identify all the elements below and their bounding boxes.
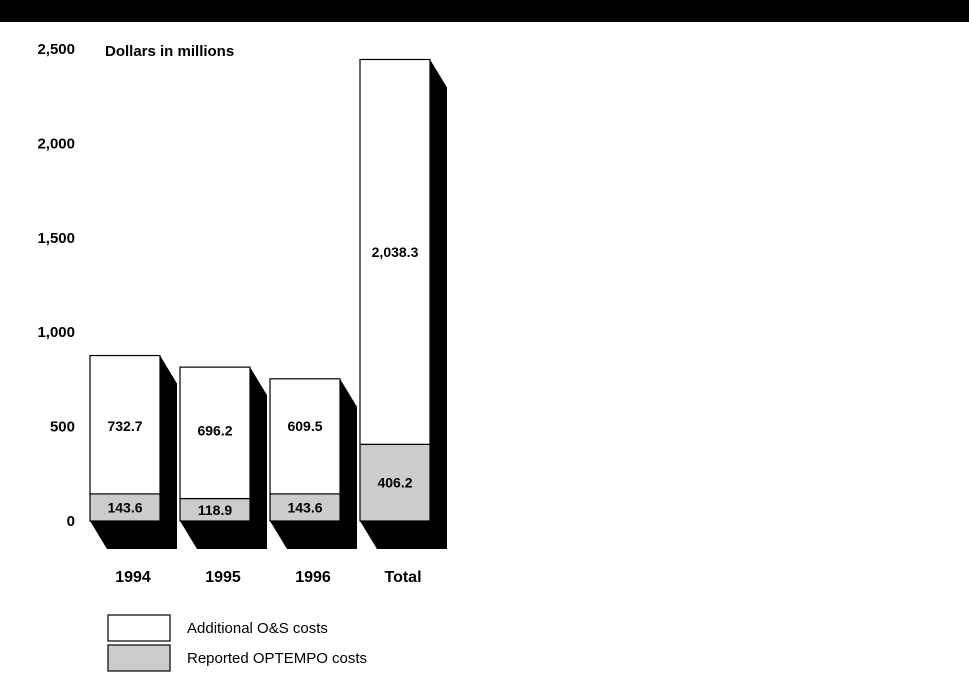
legend-label: Reported OPTEMPO costs (187, 650, 367, 667)
data-label-optempo: 143.6 (107, 499, 142, 515)
bar-shadow (270, 378, 357, 549)
legend-swatch (107, 614, 171, 642)
bar-segment-os (269, 378, 341, 495)
bar-segment-os (179, 366, 251, 500)
y-tick-label: 0 (67, 513, 75, 530)
y-axis-unit-label: Dollars in millions (105, 43, 234, 60)
x-tick-label: 1994 (115, 569, 151, 586)
y-tick-label: 2,500 (37, 41, 75, 58)
y-tick-label: 500 (50, 419, 75, 436)
data-label-optempo: 118.9 (198, 502, 232, 518)
top-rule (0, 0, 969, 22)
data-label-optempo: 406.2 (377, 475, 412, 491)
bar-segment-optempo (359, 443, 431, 522)
y-tick-label: 2,000 (37, 135, 75, 152)
bar-shadow (90, 355, 177, 549)
data-label-os: 609.5 (287, 418, 322, 434)
data-label-optempo: 143.6 (287, 499, 322, 515)
y-tick-label: 1,500 (37, 230, 75, 247)
bar-shadow (180, 367, 267, 549)
bar-shadow (360, 59, 447, 550)
data-label-os: 2,038.3 (372, 244, 419, 260)
data-label-os: 696.2 (197, 423, 232, 439)
x-tick-label: 1995 (205, 569, 241, 586)
bar-segment-os (89, 354, 161, 495)
legend-label: Additional O&S costs (187, 620, 328, 637)
bar-segment-os (359, 58, 431, 445)
y-tick-label: 1,000 (37, 324, 75, 341)
legend-swatch (107, 644, 171, 672)
x-tick-label: 1996 (295, 569, 331, 586)
bar-segment-optempo (89, 493, 161, 522)
data-label-os: 732.7 (107, 418, 142, 434)
x-tick-label: Total (384, 569, 421, 586)
